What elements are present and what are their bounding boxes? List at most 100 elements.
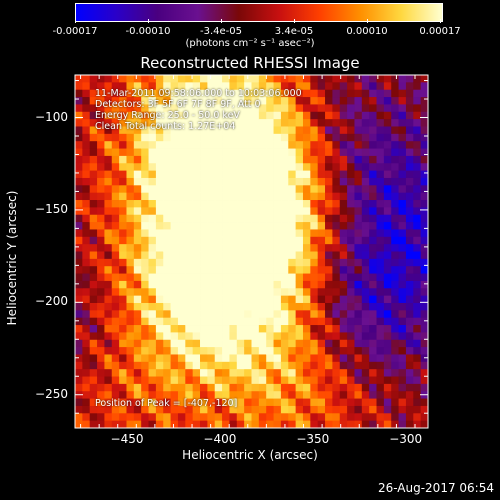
heatmap-cell <box>325 97 333 105</box>
heatmap-cell <box>391 89 399 98</box>
heatmap-cell <box>133 325 142 333</box>
heatmap-cell <box>383 266 392 274</box>
heatmap-cell <box>170 236 179 245</box>
heatmap-cell <box>361 104 370 113</box>
heatmap-cell <box>126 258 135 267</box>
heatmap-cell <box>280 222 289 230</box>
heatmap-cell <box>229 155 238 164</box>
heatmap-cell <box>339 251 348 260</box>
heatmap-cell <box>310 354 319 363</box>
heatmap-cell <box>273 288 282 297</box>
heatmap-cell <box>339 141 348 149</box>
heatmap-cell <box>383 89 392 98</box>
heatmap-cell <box>104 302 113 311</box>
heatmap-cell <box>398 170 407 179</box>
heatmap-cell <box>163 192 171 201</box>
heatmap-cell <box>141 339 149 348</box>
heatmap-cell <box>222 317 230 326</box>
heatmap-cell <box>126 119 135 127</box>
heatmap-cell <box>266 126 274 135</box>
heatmap-cell <box>163 148 171 157</box>
heatmap-cell <box>280 236 289 245</box>
heatmap-cell <box>177 185 186 194</box>
heatmap-cell <box>266 376 274 385</box>
heatmap-cell <box>354 97 363 105</box>
heatmap-cell <box>119 310 127 319</box>
heatmap-cell <box>200 163 208 171</box>
heatmap-cell <box>405 317 414 326</box>
heatmap-cell <box>317 177 326 186</box>
heatmap-cell <box>82 398 91 407</box>
heatmap-cell <box>369 229 377 238</box>
heatmap-cell <box>398 163 407 171</box>
heatmap-cell <box>288 229 297 238</box>
heatmap-cell <box>214 383 223 392</box>
heatmap-cell <box>295 339 304 348</box>
heatmap-cell <box>104 325 113 333</box>
heatmap-cell <box>391 420 399 429</box>
heatmap-cell <box>148 82 157 91</box>
heatmap-cell <box>266 222 274 230</box>
heatmap-cell <box>369 405 377 414</box>
heatmap-cell <box>82 155 91 164</box>
heatmap-cell <box>295 244 304 252</box>
heatmap-cell <box>89 266 98 274</box>
heatmap-cell <box>405 288 414 297</box>
heatmap-cell <box>361 200 370 208</box>
heatmap-cell <box>325 405 333 414</box>
heatmap-cell <box>258 266 267 274</box>
heatmap-cell <box>119 405 127 414</box>
heatmap-cell <box>170 75 179 83</box>
heatmap-cell <box>155 391 164 399</box>
heatmap-cell <box>317 288 326 297</box>
heatmap-cell <box>251 420 260 429</box>
heatmap-cell <box>214 295 223 304</box>
heatmap-cell <box>75 155 83 164</box>
heatmap-cell <box>104 141 113 149</box>
heatmap-cell <box>104 369 113 377</box>
heatmap-cell <box>192 177 201 186</box>
heatmap-cell <box>155 317 164 326</box>
heatmap-cell <box>104 75 113 83</box>
heatmap-cell <box>383 229 392 238</box>
heatmap-cell <box>111 89 120 98</box>
heatmap-cell <box>266 258 274 267</box>
heatmap-cell <box>369 295 377 304</box>
heatmap-cell <box>347 273 355 282</box>
heatmap-cell <box>75 111 83 120</box>
heatmap-cell <box>236 89 245 98</box>
heatmap-cell <box>398 155 407 164</box>
heatmap-cell <box>413 280 422 289</box>
heatmap-cell <box>325 339 333 348</box>
heatmap-cell <box>148 420 157 429</box>
heatmap-cell <box>251 82 260 91</box>
heatmap-cell <box>155 119 164 127</box>
heatmap-cell <box>244 163 252 171</box>
heatmap-cell <box>126 420 135 429</box>
heatmap-cell <box>317 369 326 377</box>
heatmap-cell <box>258 310 267 319</box>
heatmap-cell <box>236 82 245 91</box>
heatmap-cell <box>383 251 392 260</box>
heatmap-cell <box>361 185 370 194</box>
heatmap-cell <box>236 148 245 157</box>
heatmap-cell <box>258 75 267 83</box>
heatmap-cell <box>111 339 120 348</box>
info-time-range: 11-Mar-2011 09:58:06.000 to 10:03:06.000 <box>95 88 302 99</box>
heatmap-cell <box>214 185 223 194</box>
heatmap-cell <box>317 325 326 333</box>
heatmap-cell <box>170 177 179 186</box>
heatmap-cell <box>163 354 171 363</box>
heatmap-cell <box>317 119 326 127</box>
heatmap-cell <box>405 111 414 120</box>
heatmap-cell <box>258 302 267 311</box>
heatmap-cell <box>177 295 186 304</box>
heatmap-cell <box>266 82 274 91</box>
heatmap-cell <box>266 170 274 179</box>
heatmap-cell <box>155 133 164 142</box>
heatmap-cell <box>170 266 179 274</box>
heatmap-cell <box>185 391 194 399</box>
heatmap-cell <box>111 369 120 377</box>
heatmap-cell <box>420 420 429 429</box>
heatmap-cell <box>82 383 91 392</box>
